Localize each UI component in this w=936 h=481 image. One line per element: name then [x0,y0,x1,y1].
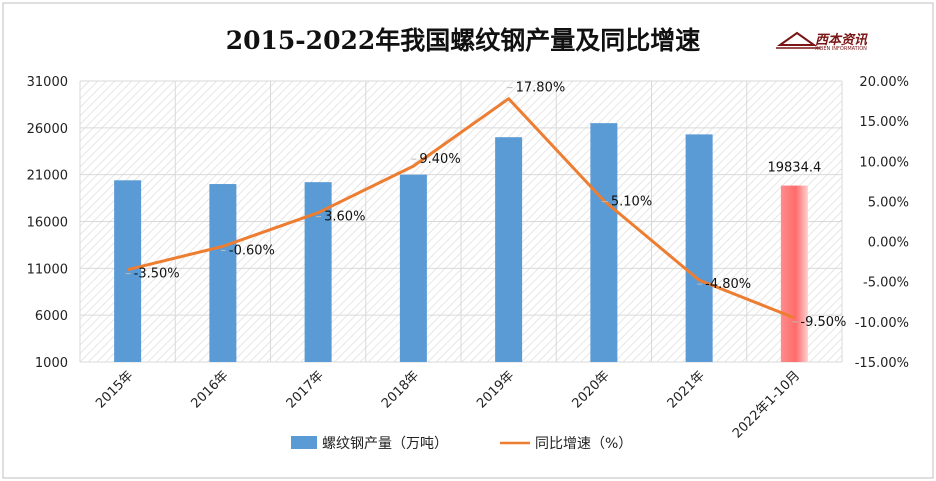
y-right-tick-label: 20.00% [859,75,909,90]
logo-text-cn: 西本资讯 [815,32,868,48]
y-left-tick-label: 26000 [27,122,68,137]
logo-text-en: XIBEN INFORMATION [815,46,867,52]
bar-series [114,123,808,363]
y-right-tick-label: 15.00% [859,115,909,130]
growth-line [127,97,795,320]
bar-2020年 [590,123,618,363]
bar-2019年 [495,137,523,362]
legend-label-bar: 螺纹钢产量（万吨） [322,436,448,452]
line-data-label: 9.40% [419,152,460,167]
y-right-tick-label: -10.00% [855,316,909,331]
legend: 螺纹钢产量（万吨） 同比增速（%） [291,436,632,452]
y-left-tick-label: 1000 [35,356,68,371]
y-right-tick-label: 5.00% [868,195,909,210]
gridlines [79,80,843,363]
y-axis-right: 20.00% 15.00% 10.00% 5.00% 0.00% -5.00% -10.00… [855,75,909,371]
bar-2022年1-10月 [780,185,808,362]
chart-title: 2015-2022年我国螺纹钢产量及同比增速 [226,26,701,55]
y-left-tick-label: 6000 [35,309,68,324]
data-labels: -3.50% -0.60% 3.60% 9.40% 17.80% 5.10% -4.80% -… [125,81,846,330]
y-left-tick-label: 11000 [27,262,68,277]
y-right-tick-label: -5.00% [863,276,909,291]
y-left-tick-label: 21000 [27,169,68,184]
y-right-tick-label: -15.00% [855,356,909,371]
legend-label-line: 同比增速（%） [535,436,632,452]
y-left-tick-label: 16000 [27,216,68,231]
line-data-label: -4.80% [705,277,751,292]
line-data-label: -9.50% [800,315,846,330]
bar-2018年 [399,174,427,362]
legend-swatch-bar [291,436,317,449]
brand-logo: 西本资讯 XIBEN INFORMATION [776,31,868,52]
bar-2021年 [685,134,713,362]
y-right-tick-label: 10.00% [859,155,909,170]
line-data-label: 17.80% [516,81,566,96]
line-data-label: 3.60% [324,210,365,225]
y-left-tick-label: 31000 [27,75,68,90]
y-right-tick-label: 0.00% [868,236,909,251]
bar-data-label: 19834.4 [767,161,821,176]
line-data-label: -0.60% [229,243,275,258]
line-data-label: -3.50% [134,267,180,282]
bar-2016年 [209,184,237,362]
y-axis-left: 31000 26000 21000 16000 11000 6000 1000 [27,75,68,371]
bar-2015年 [114,180,142,362]
line-data-label: 5.10% [611,195,652,210]
line-series [127,97,795,320]
